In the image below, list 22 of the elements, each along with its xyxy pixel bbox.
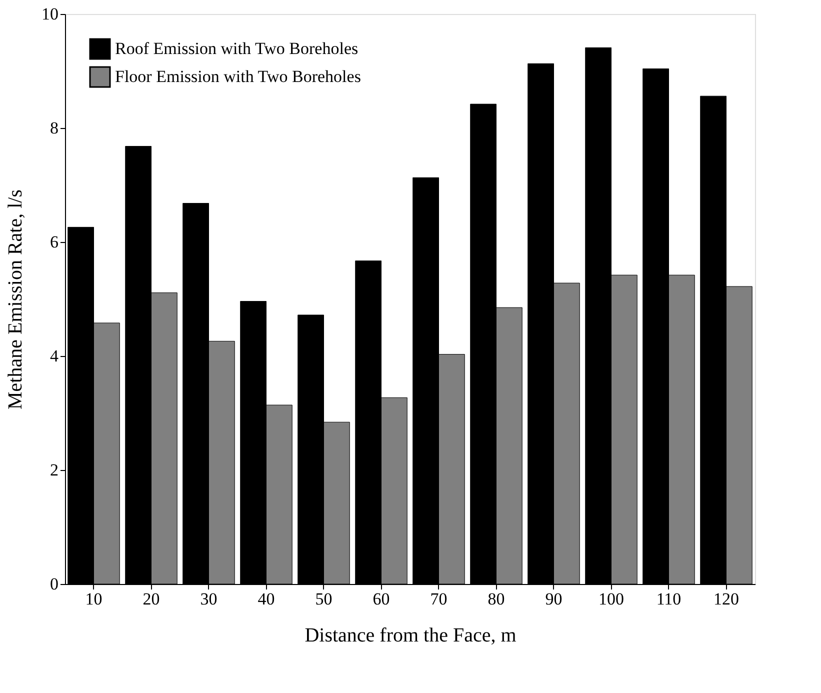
x-tick-label: 30: [200, 590, 218, 608]
legend-label: Roof Emission with Two Boreholes: [115, 39, 358, 58]
y-tick-label: 8: [50, 118, 58, 138]
x-tick-label: 90: [545, 590, 562, 608]
x-tick-label: 70: [430, 590, 448, 608]
x-tick-label: 20: [142, 590, 160, 608]
x-tick-label: 80: [488, 590, 505, 608]
x-tick-label: 110: [656, 590, 682, 608]
x-tick-label: 100: [598, 590, 624, 608]
y-tick-label: 6: [50, 232, 58, 252]
x-tick-label: 60: [372, 590, 390, 608]
x-axis-title: Distance from the Face, m: [304, 624, 517, 646]
y-axis-title: Methane Emission Rate, l/s: [4, 189, 26, 410]
x-tick-label: 10: [85, 590, 102, 608]
x-tick-label: 120: [714, 590, 739, 608]
y-tick-label: 0: [50, 574, 58, 594]
y-tick-label: 4: [50, 346, 59, 366]
x-tick-label: 50: [315, 590, 332, 608]
legend-label: Floor Emission with Two Boreholes: [115, 67, 361, 86]
x-tick-label: 40: [258, 590, 275, 608]
y-tick-label: 10: [42, 4, 58, 24]
y-tick-label: 2: [50, 460, 58, 480]
